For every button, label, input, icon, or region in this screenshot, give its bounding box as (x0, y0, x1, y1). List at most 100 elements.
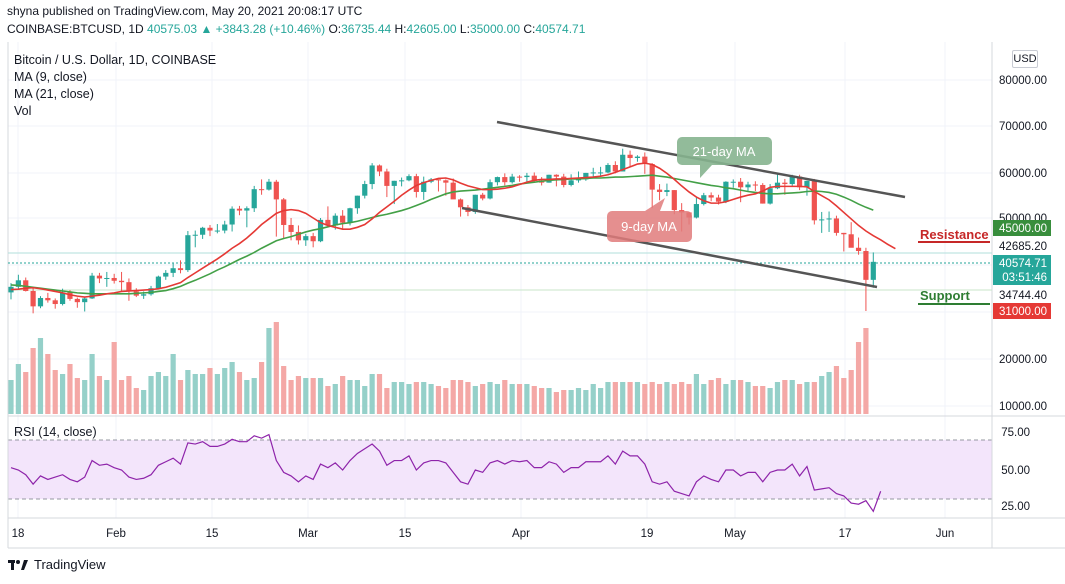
candle-body (104, 277, 110, 279)
candle-body (701, 195, 707, 205)
candle-body (362, 184, 368, 196)
symbol-label: COINBASE:BTCUSD, 1D (7, 22, 144, 36)
volume-bar (539, 388, 545, 414)
candle-body (177, 268, 184, 271)
volume-bar (67, 364, 73, 414)
candle-body (74, 298, 80, 303)
candle-body (207, 227, 213, 231)
volume-bar (656, 384, 663, 414)
candle-body (723, 181, 729, 202)
volume-bar (89, 354, 95, 414)
volume-bar (745, 382, 751, 414)
candle-body (30, 291, 36, 307)
candle-body (671, 190, 677, 211)
volume-bar (583, 390, 589, 414)
volume-bar (841, 378, 847, 414)
candle-body (59, 292, 66, 305)
volume-bar (642, 384, 648, 414)
candle-body (384, 171, 390, 186)
volume-bar (634, 382, 641, 414)
candle-body (553, 174, 559, 177)
candle-body (222, 224, 228, 231)
volume-bar (406, 384, 412, 414)
volume-bar (627, 382, 633, 414)
volume-bar (185, 370, 191, 414)
time-tick-label: 18 (12, 528, 25, 540)
candle-body (229, 208, 235, 225)
candle-body (796, 176, 803, 188)
candle-body (96, 275, 103, 279)
volume-bar (192, 374, 198, 414)
volume-bar (52, 370, 58, 414)
candle-body (627, 154, 633, 159)
candle-body (516, 176, 523, 178)
brand-name: TradingView (34, 557, 106, 572)
volume-bar (590, 384, 596, 414)
candle-body (317, 219, 324, 242)
candle-body (82, 298, 88, 303)
volume-bar (163, 376, 169, 414)
price-tick-label: 20000.00 (999, 354, 1047, 366)
currency-button[interactable]: USD (1012, 50, 1038, 68)
volume-bar (443, 388, 449, 414)
candle-body (782, 182, 788, 185)
volume-bar (362, 386, 368, 414)
candle-body (214, 230, 220, 232)
volume-bar (723, 384, 729, 414)
volume-bar (74, 378, 80, 414)
candle-body (664, 190, 670, 192)
volume-bar (30, 348, 36, 414)
candle-body (435, 179, 442, 181)
candle-body (819, 219, 825, 221)
volume-bar (170, 354, 176, 414)
time-tick-label: 17 (839, 528, 852, 540)
time-tick-label: May (724, 528, 746, 540)
volume-bar (376, 374, 383, 414)
volume-bar (82, 380, 88, 414)
volume-bar (494, 384, 501, 414)
volume-bar (369, 374, 375, 414)
tradingview-brand[interactable]: TradingView (8, 557, 106, 572)
volume-bar (509, 384, 515, 414)
tradingview-logo-icon (8, 558, 28, 571)
volume-bar (391, 382, 397, 414)
candle-body (155, 276, 161, 289)
volume-bar (568, 390, 574, 414)
candle-body (369, 165, 375, 185)
volume-bar (502, 380, 508, 414)
rsi-tick-label: 75.00 (1001, 427, 1030, 439)
volume-bar (266, 328, 272, 414)
volume-bar (796, 384, 803, 414)
close-value: 40574.71 (535, 22, 586, 36)
candle-body (347, 208, 353, 223)
ma21-line (10, 174, 874, 295)
volume-bar (384, 388, 390, 414)
candle-body (52, 300, 58, 305)
svg-text:03:51:46: 03:51:46 (1002, 272, 1047, 284)
volume-bar (325, 386, 331, 414)
volume-bar (207, 368, 213, 414)
volume-bar (435, 386, 442, 414)
candle-body (656, 189, 663, 192)
volume-bar (251, 378, 257, 414)
candle-body (841, 232, 847, 235)
price-change: ▲ +3843.28 (+10.46%) (200, 22, 326, 36)
candle-body (649, 164, 655, 190)
volume-bar (664, 382, 670, 414)
ma21-callout: 21-day MA (677, 137, 772, 178)
candle-body (848, 234, 854, 248)
candle-body (575, 179, 582, 181)
rsi-line (10, 433, 882, 513)
volume-bar (649, 382, 655, 414)
candle-body (391, 180, 397, 186)
candle-body (789, 176, 795, 185)
volume-bar (546, 388, 552, 414)
candle-body (693, 204, 700, 218)
legend-title: Bitcoin / U.S. Dollar, 1D, COINBASE (14, 53, 217, 67)
volume-bar (855, 342, 862, 414)
ohlc-bar: COINBASE:BTCUSD, 1D 40575.03 ▲ +3843.28 … (7, 22, 585, 36)
time-tick-label: 19 (641, 528, 654, 540)
volume-bar (598, 388, 604, 414)
support-badge: 31000.00 (993, 303, 1051, 319)
